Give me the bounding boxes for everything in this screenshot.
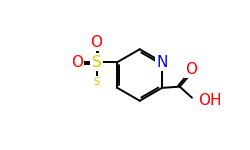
Text: S: S — [92, 55, 102, 70]
Text: OH: OH — [198, 93, 222, 108]
Text: O: O — [90, 35, 102, 50]
Text: S: S — [94, 77, 100, 87]
Text: O: O — [71, 55, 83, 70]
Text: O: O — [185, 62, 197, 77]
Text: N: N — [156, 55, 168, 70]
